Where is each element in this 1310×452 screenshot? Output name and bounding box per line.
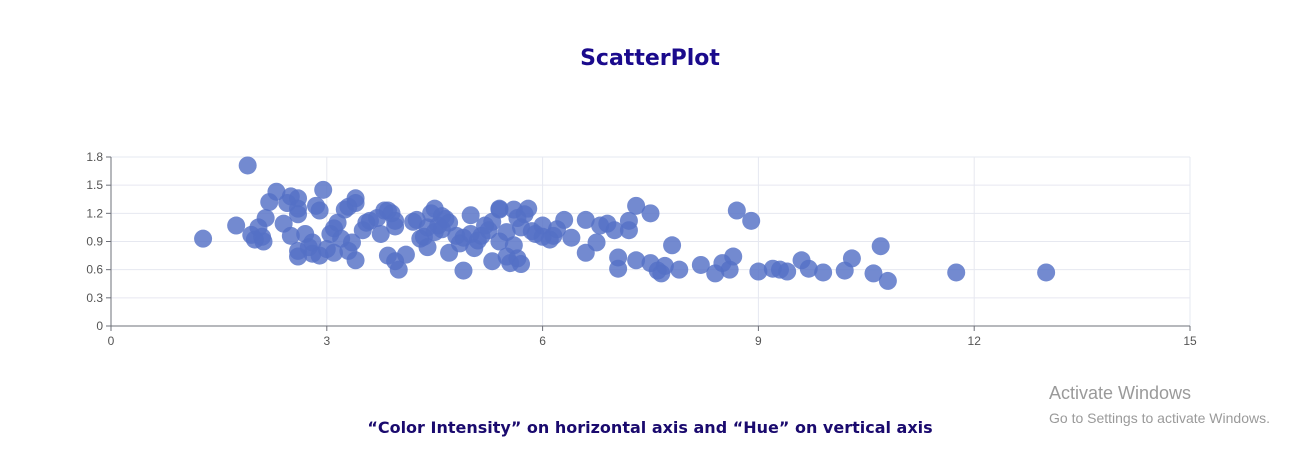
scatter-point xyxy=(371,224,390,243)
x-tick-label: 12 xyxy=(968,334,982,348)
scatter-point xyxy=(314,180,333,199)
y-tick-label: 1.8 xyxy=(86,150,103,164)
scatter-point xyxy=(814,263,833,282)
scatter-point xyxy=(587,233,606,252)
scatter-point xyxy=(256,209,275,228)
y-tick-label: 0.6 xyxy=(86,263,103,277)
scatter-point xyxy=(461,206,480,225)
scatter-point xyxy=(799,259,818,278)
scatter-point xyxy=(947,263,966,282)
x-tick-label: 9 xyxy=(755,334,762,348)
scatter-point xyxy=(497,223,516,242)
chart-title: ScatterPlot xyxy=(580,46,720,71)
scatter-point xyxy=(1037,263,1056,282)
watermark-title: Activate Windows xyxy=(1049,383,1192,403)
scatter-point xyxy=(386,217,405,236)
scatter-point xyxy=(842,249,861,268)
scatter-point xyxy=(303,233,322,252)
scatter-point xyxy=(663,236,682,255)
scatter-point xyxy=(691,255,710,274)
scatter-point xyxy=(342,233,361,252)
grid-lines xyxy=(110,156,1191,327)
scatter-point xyxy=(346,251,365,270)
scatter-point xyxy=(627,196,646,215)
scatter-point xyxy=(562,228,581,247)
axis-caption: “Color Intensity” on horizontal axis and… xyxy=(367,418,933,437)
scatter-point xyxy=(227,216,246,235)
scatter-point xyxy=(605,221,624,240)
scatter-point xyxy=(555,210,574,229)
scatter-point xyxy=(454,261,473,280)
scatter-point xyxy=(727,201,746,220)
scatter-point xyxy=(310,201,329,220)
scatter-point xyxy=(254,232,273,251)
scatter-point xyxy=(627,251,646,270)
scatter-point xyxy=(346,189,365,208)
scatter-point xyxy=(655,256,674,275)
y-tick-label: 0.3 xyxy=(86,291,103,305)
scatter-point xyxy=(396,245,415,264)
x-axis-tick-labels: 0 3 6 9 12 15 xyxy=(108,334,1197,348)
y-tick-label: 0 xyxy=(96,319,103,333)
scatter-point xyxy=(281,226,300,245)
scatter-point xyxy=(267,182,286,201)
scatter-point xyxy=(670,260,689,279)
scatter-point xyxy=(878,271,897,290)
scatter-point xyxy=(512,255,531,274)
y-tick-label: 1.5 xyxy=(86,178,103,192)
scatter-point xyxy=(609,259,628,278)
scatter-point xyxy=(238,156,257,175)
scatter-point xyxy=(289,205,308,224)
scatter-point xyxy=(324,243,343,262)
watermark-subtitle: Go to Settings to activate Windows. xyxy=(1049,410,1270,426)
activate-windows-watermark: Activate Windows Go to Settings to activ… xyxy=(1049,382,1270,428)
scatter-point xyxy=(749,262,768,281)
scatter-point xyxy=(440,213,459,232)
y-tick-label: 0.9 xyxy=(86,235,103,249)
scatter-point xyxy=(742,211,761,230)
scatter-point xyxy=(483,252,502,271)
y-axis-tick-labels: 0 0.3 0.6 0.9 1.2 1.5 1.8 xyxy=(86,150,103,333)
scatter-point xyxy=(864,264,883,283)
scatter-point xyxy=(389,260,408,279)
scatter-point xyxy=(619,221,638,240)
scatter-point xyxy=(724,247,743,266)
scatter-point xyxy=(418,238,437,257)
scatter-point xyxy=(576,210,595,229)
scatter-point xyxy=(194,229,213,248)
x-tick-label: 0 xyxy=(108,334,115,348)
x-tick-label: 6 xyxy=(539,334,546,348)
axes xyxy=(106,156,1191,331)
scatter-point xyxy=(871,237,890,256)
data-points xyxy=(194,156,1056,290)
y-tick-label: 1.2 xyxy=(86,206,103,220)
x-tick-label: 15 xyxy=(1183,334,1197,348)
scatter-point xyxy=(519,199,538,218)
x-tick-label: 3 xyxy=(323,334,330,348)
scatter-point xyxy=(328,213,347,232)
scatter-point xyxy=(778,262,797,281)
scatter-point xyxy=(641,204,660,223)
scatter-point xyxy=(490,200,509,219)
